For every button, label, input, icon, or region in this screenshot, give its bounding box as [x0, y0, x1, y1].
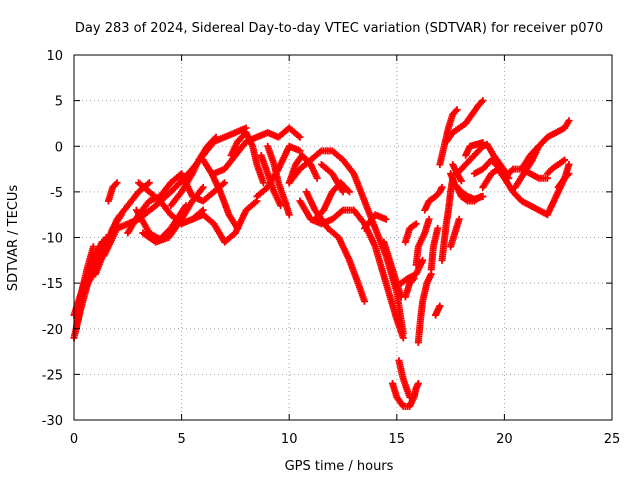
series-track — [395, 357, 414, 401]
data-point — [145, 179, 153, 187]
series-track — [317, 161, 347, 196]
series-track — [302, 188, 369, 305]
series-track — [436, 106, 461, 168]
data-point — [419, 256, 427, 264]
y-tick-label: -10 — [42, 232, 63, 247]
data-point — [455, 215, 463, 223]
series-track — [132, 202, 190, 243]
data-point — [339, 188, 347, 196]
series-track — [380, 238, 405, 301]
y-tick-label: -30 — [42, 414, 63, 429]
data-point — [296, 133, 304, 141]
series-track — [543, 156, 569, 178]
series-track — [257, 151, 285, 210]
data-point — [438, 183, 446, 191]
data-point — [453, 106, 461, 114]
x-tick-label: 20 — [496, 432, 513, 447]
series-track — [414, 270, 435, 346]
y-tick-label: -25 — [42, 368, 63, 383]
series-track — [447, 215, 463, 251]
series-track — [432, 302, 444, 319]
data-point — [535, 142, 543, 150]
data-point — [221, 179, 229, 187]
series-track — [470, 156, 513, 182]
data-point — [565, 161, 573, 168]
series-track — [401, 220, 420, 246]
data-point — [199, 183, 207, 191]
x-tick-label: 15 — [389, 432, 406, 447]
data-point — [259, 179, 267, 187]
data-point — [313, 174, 321, 182]
series-track — [167, 133, 220, 210]
y-tick-label: -20 — [42, 323, 63, 338]
y-axis-label: SDTVAR / TECUs — [6, 185, 21, 292]
series-track — [554, 170, 573, 191]
series-track — [388, 380, 422, 410]
series-track — [253, 142, 304, 200]
series-track — [285, 151, 321, 187]
series-track — [442, 97, 487, 146]
y-tick-label: -5 — [50, 186, 63, 201]
series-track — [401, 275, 418, 301]
data-marks — [70, 97, 573, 410]
series-track — [361, 211, 390, 232]
data-point — [345, 188, 353, 196]
axis-ticks: 0 5 10 15 20 25 -30 -25 -20 -15 -10 -5 0 5 10 — [42, 49, 621, 447]
data-point — [399, 334, 407, 342]
data-point — [113, 179, 121, 187]
data-point — [89, 243, 97, 251]
data-point — [277, 202, 285, 210]
data-point — [296, 147, 304, 155]
data-point — [410, 275, 418, 283]
x-tick-label: 5 — [177, 432, 185, 447]
data-point — [234, 224, 242, 232]
data-point — [479, 97, 487, 105]
series-track — [285, 147, 407, 337]
y-tick-label: 5 — [55, 95, 63, 110]
data-point — [436, 302, 444, 310]
data-point — [285, 211, 293, 219]
data-point — [212, 133, 220, 141]
series-track — [447, 170, 487, 203]
data-point — [425, 215, 433, 223]
y-tick-label: 10 — [46, 49, 63, 64]
series-track — [104, 179, 121, 205]
series-track — [227, 129, 267, 187]
data-point — [565, 117, 573, 125]
chart-title: Day 283 of 2024, Sidereal Day-to-day VTE… — [75, 21, 603, 36]
y-tick-label: 0 — [55, 140, 63, 155]
series-track — [438, 174, 457, 264]
x-tick-label: 25 — [604, 432, 621, 447]
data-point — [414, 380, 422, 387]
series-track — [264, 142, 293, 219]
data-point — [561, 156, 569, 164]
series-track — [397, 256, 427, 287]
series-track — [421, 183, 446, 214]
x-tick-label: 0 — [70, 432, 78, 447]
data-point — [479, 192, 487, 200]
data-point — [382, 215, 390, 223]
series-track — [199, 156, 242, 232]
x-tick-label: 10 — [281, 432, 298, 447]
data-point — [182, 202, 190, 210]
y-tick-label: -15 — [42, 277, 63, 292]
data-point — [361, 297, 369, 305]
data-point — [434, 224, 442, 232]
series-track — [412, 215, 433, 269]
series-track — [188, 197, 261, 246]
data-point — [412, 220, 420, 228]
data-point — [457, 177, 465, 185]
series-track — [427, 224, 442, 273]
x-axis-label: GPS time / hours — [285, 459, 394, 474]
data-point — [565, 170, 573, 178]
series-track — [518, 142, 543, 173]
